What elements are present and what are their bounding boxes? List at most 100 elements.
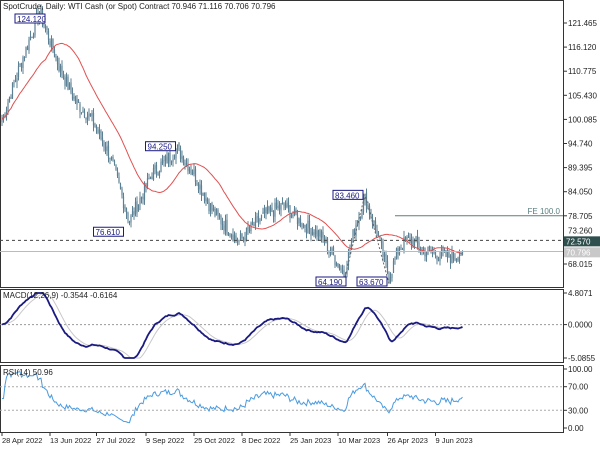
- candle-body: [122, 196, 125, 208]
- date-tick-label: 8 Dec 2022: [242, 436, 280, 445]
- candle-body: [283, 203, 285, 206]
- candle-body: [89, 113, 92, 117]
- candle-body: [437, 259, 440, 261]
- candle-body: [68, 83, 71, 90]
- candle-body: [107, 145, 110, 159]
- rsi-panel: [0, 365, 564, 433]
- candle-body: [235, 235, 237, 239]
- candle-body: [220, 216, 222, 224]
- candle-body: [94, 124, 96, 127]
- moving-average-line: [1, 42, 463, 255]
- candle-body: [427, 246, 429, 254]
- candle-body: [31, 37, 33, 39]
- date-tick-label: 25 Jan 2023: [290, 436, 331, 445]
- candle-body: [434, 252, 437, 256]
- candle-body: [25, 46, 27, 57]
- candle-body: [337, 263, 339, 267]
- candle-body: [266, 206, 269, 214]
- candle-body: [56, 56, 59, 65]
- candle-body: [217, 209, 219, 214]
- candle-body: [425, 252, 428, 257]
- candle-body: [265, 208, 267, 214]
- candle-body: [20, 63, 23, 68]
- candle-body: [74, 96, 77, 104]
- candle-body: [143, 182, 146, 200]
- candle-body: [155, 165, 158, 173]
- candle-body: [289, 205, 291, 218]
- candle-body: [292, 214, 294, 216]
- candle-body: [428, 245, 431, 249]
- candle-body: [263, 208, 266, 214]
- candle-body: [200, 185, 203, 195]
- candle-body: [404, 237, 407, 241]
- candle-body: [100, 131, 102, 139]
- candle-body: [433, 251, 435, 253]
- candle-body: [274, 202, 276, 217]
- rsi-tick-label: 100.00: [568, 365, 593, 374]
- candle-body: [271, 208, 273, 212]
- candle-body: [167, 153, 170, 164]
- candle-body: [304, 224, 306, 229]
- candle-body: [82, 110, 84, 113]
- date-tick-label: 28 Apr 2022: [2, 436, 42, 445]
- candle-body: [170, 161, 173, 163]
- candle-body: [194, 168, 197, 183]
- candle-body: [118, 176, 120, 183]
- fibonacci-legs: [343, 194, 390, 284]
- candle-body: [262, 211, 264, 214]
- candle-body: [245, 227, 248, 241]
- rsi-tick-label: 0.00: [568, 424, 584, 433]
- candle-body: [190, 170, 192, 174]
- candle-body: [298, 217, 300, 224]
- candle-body: [238, 240, 240, 242]
- price-tick-label: 84.050: [568, 188, 593, 197]
- candle-body: [113, 161, 116, 165]
- candle-body: [461, 251, 464, 255]
- price-annotation: 124.120: [17, 15, 46, 24]
- candle-body: [32, 34, 35, 39]
- last-close-badge: [564, 247, 600, 258]
- candle-body: [40, 9, 42, 14]
- candle-body: [191, 172, 194, 175]
- candle-body: [460, 254, 462, 256]
- candle-body: [407, 236, 410, 238]
- candle-body: [85, 117, 87, 120]
- candle-body: [17, 66, 20, 77]
- candle-body: [70, 82, 72, 93]
- rsi-tick-label: 70.00: [568, 383, 589, 392]
- candle-body: [286, 202, 288, 207]
- candle-body: [388, 272, 390, 284]
- candle-body: [431, 252, 434, 254]
- candle-body: [301, 227, 303, 229]
- date-tick-label: 10 Mar 2023: [338, 436, 380, 445]
- candle-body: [95, 126, 98, 129]
- candle-body: [454, 258, 456, 260]
- candle-body: [250, 222, 252, 232]
- candle-body: [49, 41, 51, 46]
- price-tick-label: 94.740: [568, 140, 593, 149]
- date-tick-label: 9 Sep 2022: [146, 436, 184, 445]
- candle-body: [212, 208, 215, 211]
- candle-body: [77, 99, 80, 103]
- description: WTI Cash (or Spot) Contract: [67, 2, 170, 11]
- candle-body: [52, 38, 54, 51]
- candle-body: [253, 223, 255, 227]
- candle-body: [359, 216, 362, 218]
- candle-body: [394, 258, 396, 260]
- candle-body: [173, 158, 176, 160]
- candle-body: [124, 206, 126, 209]
- candle-body: [71, 93, 74, 100]
- candle-body: [230, 235, 233, 237]
- candle-body: [125, 208, 128, 214]
- candle-body: [83, 111, 86, 118]
- candle-body: [277, 206, 279, 208]
- price-tick-label: 73.260: [568, 226, 593, 235]
- candle-body: [374, 221, 377, 229]
- candle-body: [53, 50, 56, 58]
- candle-body: [103, 142, 105, 148]
- timeframe: Daily:: [45, 2, 66, 11]
- candle-body: [10, 97, 12, 99]
- candle-body: [412, 240, 414, 247]
- candle-body: [229, 234, 231, 236]
